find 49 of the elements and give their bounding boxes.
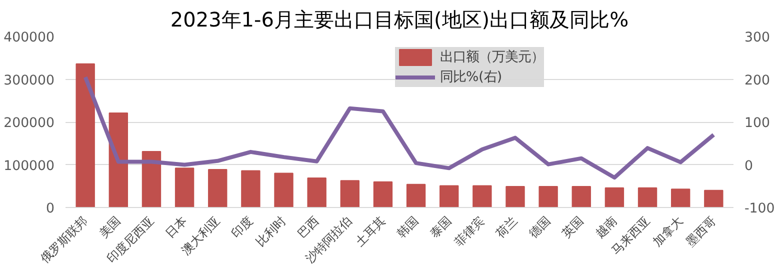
y2-tick-label: 300: [744, 30, 770, 46]
bar: [340, 180, 360, 208]
x-tick-label: 越南: [592, 214, 620, 240]
chart-title: 2023年1-6月主要出口目标国(地区)出口额及同比%: [170, 8, 629, 32]
bar: [76, 63, 95, 208]
bar: [506, 186, 525, 208]
x-tick-label: 德国: [526, 214, 554, 240]
x-tick-label: 土耳其: [352, 214, 388, 249]
bar: [307, 178, 326, 208]
x-tick-label: 菲律宾: [452, 214, 488, 249]
y-tick-label: 300000: [4, 73, 55, 88]
x-tick-label: 韩国: [394, 214, 421, 240]
y2-tick-label: 200: [744, 73, 770, 88]
bar: [274, 172, 294, 208]
x-tick-label: 比利时: [253, 214, 289, 249]
y-tick-label: 400000: [4, 30, 55, 46]
x-tick-label: 加拿大: [650, 214, 686, 249]
bar: [440, 185, 459, 208]
bar: [638, 187, 658, 208]
x-tick-label: 俄罗斯联邦: [38, 214, 90, 266]
y2-tick-label: 0: [744, 158, 753, 174]
bar: [208, 168, 228, 208]
x-tick-label: 印度: [228, 214, 256, 240]
bar: [538, 186, 558, 208]
y2-tick-label: -100: [744, 202, 775, 216]
bar: [472, 185, 492, 208]
x-tick-label: 日本: [162, 214, 190, 240]
y-tick-label: 100000: [4, 158, 55, 174]
bar: [704, 190, 724, 208]
bar: [108, 112, 128, 208]
y-tick-label: 200000: [4, 116, 55, 131]
legend-label: 出口额（万美元）: [440, 48, 544, 66]
bar: [406, 184, 426, 208]
bar: [241, 170, 260, 208]
y2-tick-label: 100: [744, 116, 770, 131]
x-tick-label: 巴西: [294, 214, 322, 240]
y-tick-label: 0: [46, 202, 55, 216]
bar: [670, 188, 690, 208]
bar: [174, 168, 194, 208]
bar: [604, 187, 624, 208]
x-tick-label: 泰国: [427, 214, 454, 240]
x-tick-label: 荷兰: [493, 214, 520, 240]
bar: [572, 186, 591, 208]
bar: [142, 150, 162, 208]
x-tick-label: 美国: [96, 214, 124, 240]
x-tick-label: 英国: [559, 214, 586, 240]
bar: [373, 181, 393, 208]
x-tick-label: 墨西哥: [683, 214, 719, 249]
legend-label: 同比%(右): [440, 69, 502, 86]
